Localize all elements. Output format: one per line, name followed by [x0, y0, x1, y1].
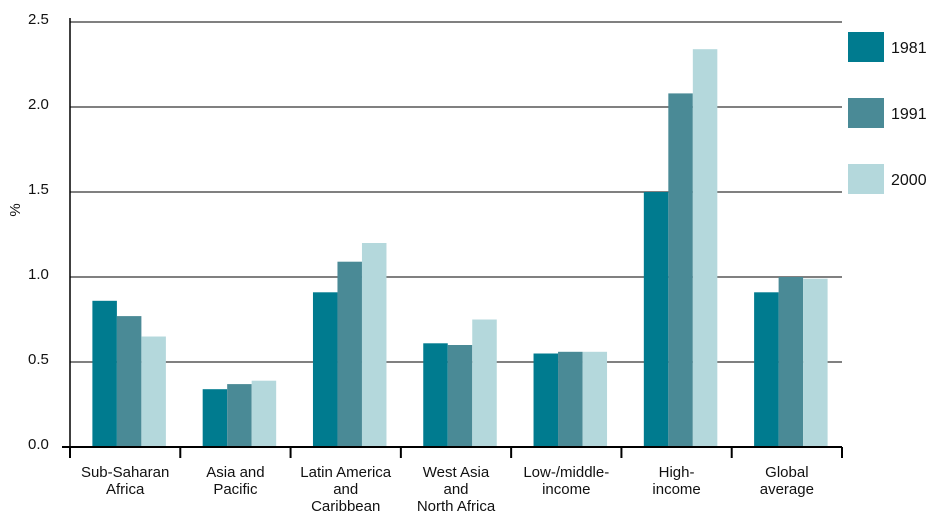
x-category-label-line: income	[652, 481, 700, 498]
bar-1991-0	[116, 316, 142, 447]
x-category-label: High-income	[652, 464, 700, 498]
y-tick-labels: 0.0 0.5 1.0 1.5 2.0 2.5	[28, 11, 49, 453]
y-tick-label: 1.5	[28, 181, 49, 198]
x-category-label-line: and	[443, 481, 468, 498]
y-tick-label: 0.0	[28, 436, 49, 453]
legend-label-2000: 2000	[891, 172, 927, 189]
bars	[92, 49, 828, 448]
x-category-label-line: Africa	[106, 481, 145, 498]
x-category-labels: Sub-Saharan Africa Asia and Pacific Latin Am…	[81, 464, 814, 515]
bar-2000-2	[361, 243, 387, 447]
bar-1991-1	[227, 384, 252, 447]
x-category-label-line: Pacific	[213, 481, 258, 498]
bar-1981-5	[643, 192, 669, 447]
x-category-label-line: Low-/middle-	[523, 464, 609, 481]
bar-2000-3	[472, 319, 497, 447]
bar-1981-4	[533, 353, 559, 447]
legend-swatch-2000	[848, 164, 884, 194]
x-category-label: Low-/middle-income	[523, 464, 609, 498]
x-category-label-line: average	[760, 481, 814, 498]
legend-label-1991: 1991	[891, 106, 927, 123]
bar-1981-3	[423, 343, 448, 447]
y-tick-label: 2.0	[28, 96, 49, 113]
bar-2000-5	[692, 49, 718, 447]
bar-1981-2	[312, 292, 338, 447]
x-category-label-line: Latin America	[300, 464, 392, 481]
bar-1981-1	[202, 389, 228, 447]
gridlines	[70, 21, 842, 363]
y-tick-label: 2.5	[28, 11, 49, 28]
bar-1981-0	[92, 300, 117, 447]
y-axis-label: %	[7, 203, 24, 216]
legend: 1981 1991 2000	[848, 32, 927, 194]
y-tick-label: 0.5	[28, 351, 49, 368]
x-category-label-line: North Africa	[417, 498, 496, 515]
x-category-label-line: Caribbean	[311, 498, 380, 515]
x-category-label-line: income	[542, 481, 590, 498]
x-category-label-line: and	[333, 481, 358, 498]
x-category-label: Asia and Pacific	[206, 464, 264, 498]
bar-2000-4	[582, 351, 608, 447]
bar-1991-3	[447, 345, 473, 447]
bar-1991-2	[337, 261, 362, 447]
bar-1991-4	[558, 351, 583, 447]
x-category-label-line: Asia and	[206, 464, 264, 481]
x-category-label-line: Global	[765, 464, 808, 481]
bar-1991-6	[778, 277, 804, 447]
bar-2000-0	[141, 336, 166, 447]
legend-swatch-1981	[848, 32, 884, 62]
x-category-label-line: Sub-Saharan	[81, 464, 169, 481]
bar-2000-1	[251, 380, 277, 447]
axes	[62, 18, 843, 458]
x-category-label: Global average	[760, 464, 814, 498]
x-category-label: Sub-Saharan Africa	[81, 464, 169, 498]
y-tick-label: 1.0	[28, 266, 49, 283]
x-category-label-line: High-	[659, 464, 695, 481]
x-category-label: Latin America and Caribbean	[300, 464, 392, 515]
x-category-label: West Asia and North Africa	[417, 464, 496, 515]
bar-2000-6	[803, 278, 828, 447]
x-category-label-line: West Asia	[423, 464, 490, 481]
bar-1981-6	[754, 292, 779, 447]
legend-label-1981: 1981	[891, 40, 927, 57]
bar-1991-5	[668, 93, 693, 448]
legend-swatch-1991	[848, 98, 884, 128]
